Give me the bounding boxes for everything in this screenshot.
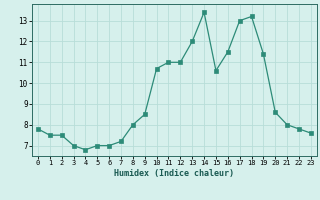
X-axis label: Humidex (Indice chaleur): Humidex (Indice chaleur)	[115, 169, 234, 178]
